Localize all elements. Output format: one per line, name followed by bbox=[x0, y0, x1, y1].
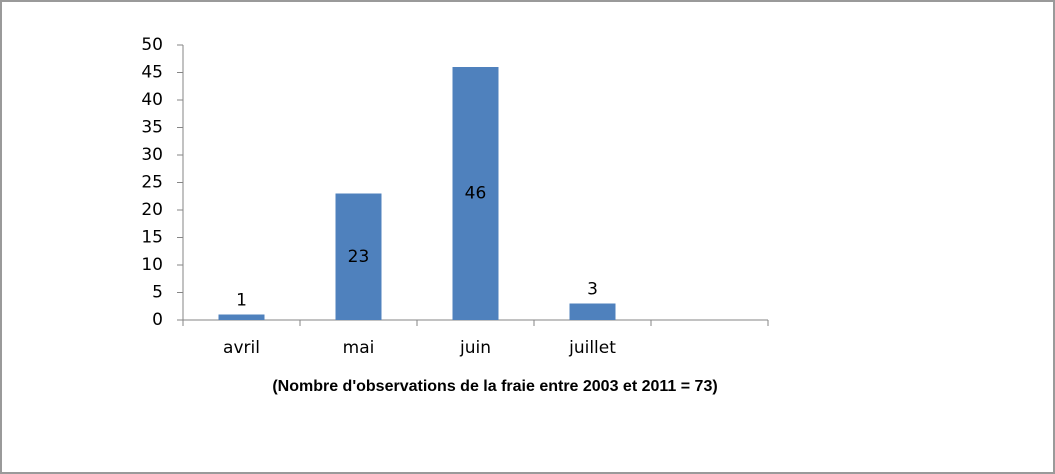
x-tick-label: juillet bbox=[568, 338, 616, 358]
y-tick-label: 45 bbox=[141, 63, 163, 83]
bar bbox=[218, 314, 265, 320]
x-axis-title: (Nombre d'observations de la fraie entre… bbox=[272, 378, 717, 395]
x-tick-label: juin bbox=[459, 338, 491, 358]
y-tick-label: 25 bbox=[141, 173, 163, 193]
bar bbox=[452, 67, 499, 320]
bar bbox=[569, 303, 616, 320]
x-tick-label: mai bbox=[343, 338, 375, 358]
bar bbox=[335, 193, 382, 320]
data-label: 23 bbox=[348, 247, 370, 267]
y-tick-label: 5 bbox=[152, 283, 163, 303]
x-tick-label: avril bbox=[223, 338, 260, 358]
y-tick-label: 30 bbox=[141, 145, 163, 165]
y-tick-label: 35 bbox=[141, 118, 163, 138]
y-tick-label: 40 bbox=[141, 90, 163, 110]
data-label: 3 bbox=[587, 280, 598, 300]
data-label: 46 bbox=[465, 184, 487, 204]
data-label: 1 bbox=[236, 291, 247, 311]
y-tick-label: 10 bbox=[141, 255, 163, 275]
y-tick-label: 0 bbox=[152, 310, 163, 330]
y-tick-label: 20 bbox=[141, 200, 163, 220]
y-tick-label: 15 bbox=[141, 228, 163, 248]
y-tick-label: 50 bbox=[141, 35, 163, 55]
